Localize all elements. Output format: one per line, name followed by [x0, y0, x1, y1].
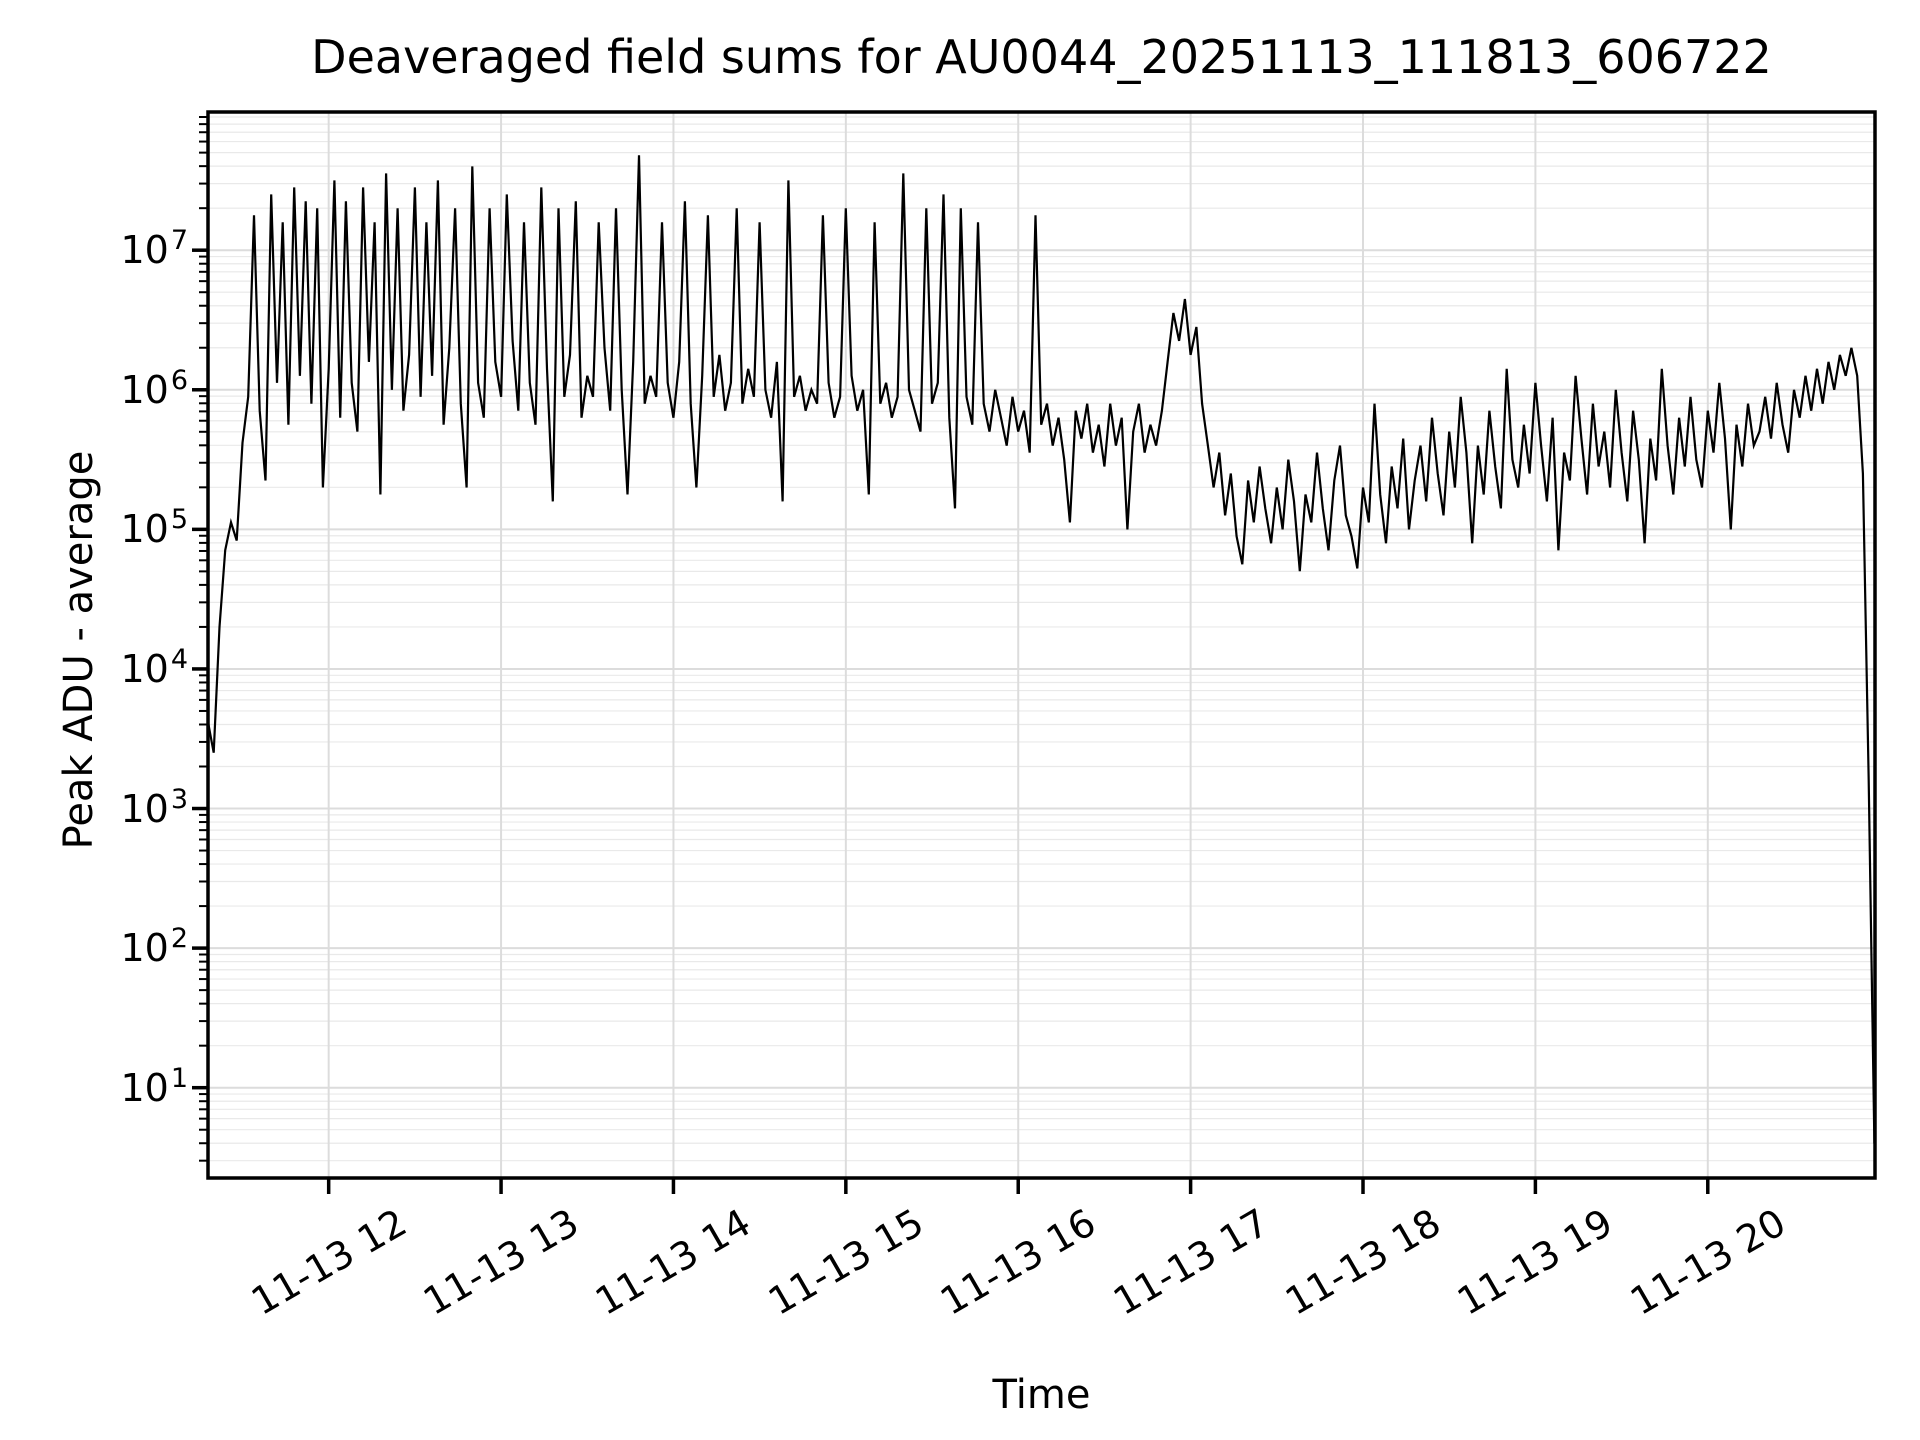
chart-title: Deaveraged field sums for AU0044_2025111… — [311, 30, 1772, 84]
y-tick-label: 105 — [38, 504, 188, 556]
y-tick-label: 104 — [38, 643, 188, 696]
major-gridlines — [208, 112, 1875, 1178]
y-tick-label: 106 — [38, 364, 188, 417]
y-tick-base: 10 — [120, 786, 169, 831]
x-axis-label: Time — [992, 1372, 1091, 1418]
minor-gridlines — [208, 116, 1875, 1162]
y-tick-exponent: 2 — [170, 923, 188, 955]
y-tick-exponent: 4 — [170, 643, 188, 675]
y-tick-base: 10 — [120, 507, 169, 552]
y-tick-base: 10 — [120, 228, 169, 273]
y-tick-exponent: 7 — [170, 225, 188, 257]
y-tick-base: 10 — [120, 646, 169, 691]
axis-ticks — [192, 115, 1710, 1194]
y-tick-exponent: 1 — [170, 1062, 188, 1094]
y-tick-label: 101 — [38, 1062, 188, 1115]
axis-spines — [206, 110, 1877, 1180]
y-tick-exponent: 3 — [170, 783, 188, 815]
y-tick-base: 10 — [120, 926, 169, 971]
y-tick-exponent: 6 — [170, 364, 188, 396]
y-tick-label: 107 — [38, 225, 188, 277]
y-tick-label: 103 — [38, 783, 188, 836]
y-tick-base: 10 — [120, 367, 169, 412]
y-tick-exponent: 5 — [170, 504, 188, 536]
data-line — [208, 155, 1875, 1144]
y-tick-base: 10 — [120, 1065, 169, 1110]
y-tick-label: 102 — [38, 923, 188, 975]
